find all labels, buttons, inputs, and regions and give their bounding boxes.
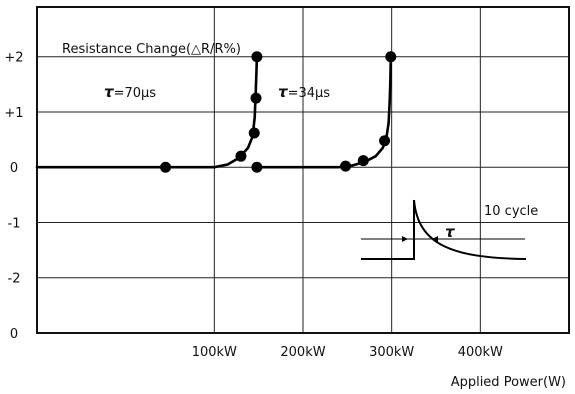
- series-label-70us: τ=70μs: [104, 83, 156, 101]
- chart-title: Resistance Change(△R/R%): [62, 42, 241, 57]
- svg-text:τ=70μs: τ=70μs: [104, 83, 156, 101]
- y-tick-label: 0: [10, 161, 18, 176]
- tau-symbol: τ: [278, 83, 288, 101]
- inset-decay-curve: [413, 199, 527, 260]
- x-axis-label: Applied Power(W): [451, 375, 566, 390]
- y-tick-label: -2: [8, 272, 21, 287]
- tau-value-70us: =70μs: [114, 86, 157, 101]
- y-tick-label: +1: [4, 106, 23, 121]
- data-point-series-1: [160, 161, 172, 173]
- data-point-series-2: [379, 135, 391, 147]
- x-tick-label: 100kW: [192, 345, 237, 360]
- data-point-series-1: [250, 92, 262, 104]
- inset-arrowhead-right: [402, 236, 408, 242]
- series-points: [160, 51, 397, 173]
- x-tick-label: 200kW: [280, 345, 325, 360]
- series-line-1: [35, 55, 259, 169]
- inset-arrowhead-left: [432, 236, 438, 242]
- data-point-series-1: [251, 161, 263, 173]
- inset-cycle-label: 10 cycle: [484, 204, 538, 219]
- y-tick-labels: +2 +1 0 -1 -2 0: [4, 51, 23, 342]
- data-point-series-2: [340, 160, 352, 172]
- svg-text:τ=34μs: τ=34μs: [278, 83, 330, 101]
- data-point-series-2: [357, 155, 369, 167]
- y-tick-label: +2: [4, 51, 23, 66]
- tau-value-34us: =34μs: [288, 86, 331, 101]
- y-tick-label: 0: [10, 327, 18, 342]
- series-label-34us: τ=34μs: [278, 83, 330, 101]
- y-tick-label: -1: [8, 216, 21, 231]
- x-tick-labels: 100kW 200kW 300kW 400kW: [192, 345, 503, 360]
- x-tick-label: 400kW: [458, 345, 503, 360]
- data-point-series-1: [251, 51, 263, 63]
- data-point-series-1: [235, 150, 247, 162]
- tau-symbol: τ: [104, 83, 114, 101]
- x-tick-label: 300kW: [369, 345, 414, 360]
- data-point-series-2: [385, 51, 397, 63]
- data-point-series-1: [248, 127, 260, 139]
- inset-pulse-waveform: [361, 200, 415, 260]
- inset-tau-label: τ: [445, 223, 455, 241]
- pulse-inset: τ 10 cycle: [361, 199, 538, 260]
- plot-frame: [36, 6, 570, 334]
